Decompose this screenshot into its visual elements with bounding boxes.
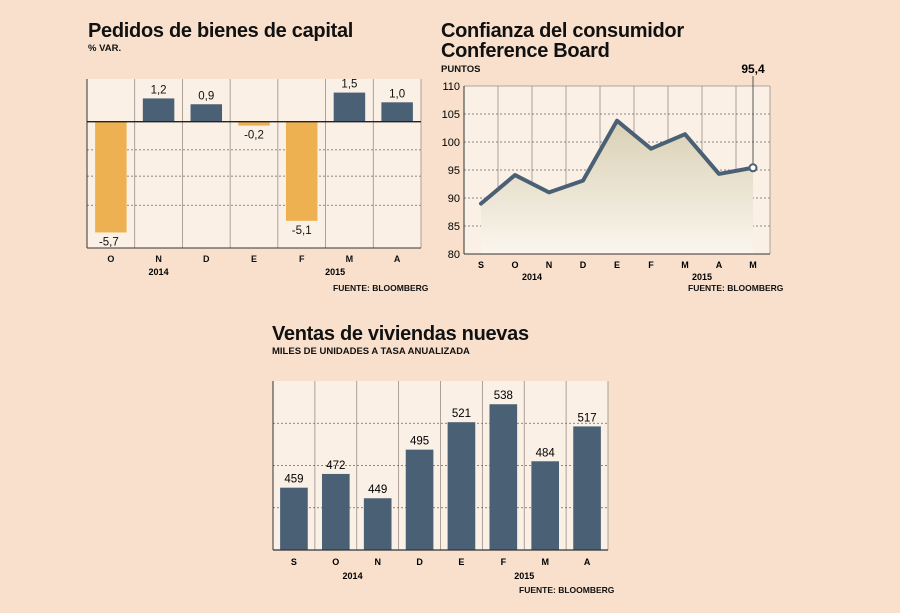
- year-label: 2014: [149, 267, 169, 277]
- x-tick-label: M: [681, 260, 689, 270]
- x-tick-label: A: [716, 260, 723, 270]
- bar: [190, 104, 223, 122]
- y-tick-label: 90: [448, 193, 460, 205]
- bar-value-label: -5,7: [99, 236, 119, 248]
- bar: [238, 121, 270, 126]
- x-tick-label: A: [584, 557, 591, 567]
- x-tick-label: F: [299, 254, 305, 264]
- bar: [285, 121, 318, 221]
- bar-value-label: 1,0: [389, 88, 405, 100]
- bar-value-label: 0,9: [198, 90, 214, 102]
- y-tick-label: 85: [448, 221, 460, 233]
- x-tick-label: M: [749, 260, 757, 270]
- x-tick-label: M: [541, 557, 549, 567]
- year-label: 2015: [325, 267, 345, 277]
- consumer-confidence-title-line1: Confianza del consumidor: [441, 20, 684, 42]
- area-fill: [481, 120, 753, 254]
- bar: [363, 498, 392, 550]
- x-tick-label: O: [107, 254, 114, 264]
- bar: [321, 473, 350, 550]
- home-sales-source: FUENTE: BLOOMBERG: [519, 585, 615, 595]
- x-tick-label: E: [458, 557, 464, 567]
- x-tick-label: D: [580, 260, 587, 270]
- x-tick-label: D: [203, 254, 210, 264]
- series-line: [479, 118, 755, 206]
- bar-value-label: 495: [410, 436, 429, 448]
- y-tick-label: 105: [442, 109, 460, 121]
- consumer-confidence-source: FUENTE: BLOOMBERG: [688, 283, 784, 293]
- bar-value-label: 1,5: [341, 79, 357, 91]
- bar: [381, 102, 413, 122]
- highlight-point: [748, 163, 758, 173]
- capital-goods-subtitle: % VAR.: [88, 43, 122, 54]
- bar: [142, 98, 175, 122]
- x-tick-label: F: [501, 557, 507, 567]
- bar-value-label: 472: [326, 460, 345, 472]
- x-tick-label: M: [346, 254, 354, 264]
- x-tick-label: E: [251, 254, 257, 264]
- bar: [489, 404, 518, 550]
- bar: [95, 121, 127, 233]
- year-label: 2014: [522, 272, 542, 282]
- x-tick-label: O: [332, 557, 339, 567]
- y-tick-label: 95: [448, 165, 460, 177]
- consumer-confidence-title-line2: Conference Board: [441, 40, 610, 62]
- bar-value-label: 449: [368, 484, 387, 496]
- x-tick-label: A: [394, 254, 401, 264]
- x-tick-label: F: [648, 260, 654, 270]
- x-tick-label: N: [374, 557, 381, 567]
- highlight-value-label: 95,4: [741, 62, 765, 76]
- x-tick-label: O: [511, 260, 518, 270]
- bar-value-label: 521: [452, 408, 471, 420]
- bar: [405, 449, 434, 550]
- bar: [280, 487, 308, 550]
- bar-value-label: -0,2: [244, 130, 264, 142]
- x-tick-label: E: [614, 260, 620, 270]
- bar: [333, 92, 366, 122]
- x-tick-label: N: [546, 260, 553, 270]
- year-label: 2015: [514, 571, 534, 581]
- year-label: 2015: [692, 272, 712, 282]
- bar: [531, 461, 560, 550]
- x-tick-label: S: [291, 557, 297, 567]
- bar-value-label: 517: [577, 412, 596, 424]
- bar-value-label: 1,2: [151, 84, 167, 96]
- home-sales-subtitle: MILES DE UNIDADES A TASA ANUALIZADA: [272, 346, 470, 357]
- x-tick-label: S: [478, 260, 484, 270]
- home-sales-title: Ventas de viviendas nuevas: [272, 323, 529, 345]
- x-tick-label: N: [155, 254, 162, 264]
- bar-value-label: -5,1: [292, 225, 312, 237]
- bar: [447, 422, 476, 550]
- bar: [573, 426, 601, 550]
- y-tick-label: 100: [442, 137, 460, 149]
- x-tick-label: D: [416, 557, 423, 567]
- bar-value-label: 459: [284, 474, 303, 486]
- bar-value-label: 538: [494, 390, 513, 402]
- y-tick-label: 80: [448, 249, 460, 261]
- capital-goods-title: Pedidos de bienes de capital: [88, 20, 354, 42]
- consumer-confidence-subtitle: PUNTOS: [441, 64, 481, 75]
- plot-background: [87, 79, 421, 248]
- capital-goods-source: FUENTE: BLOOMBERG: [333, 283, 429, 293]
- year-label: 2014: [343, 571, 363, 581]
- bar-value-label: 484: [536, 447, 556, 459]
- y-tick-label: 110: [442, 81, 460, 93]
